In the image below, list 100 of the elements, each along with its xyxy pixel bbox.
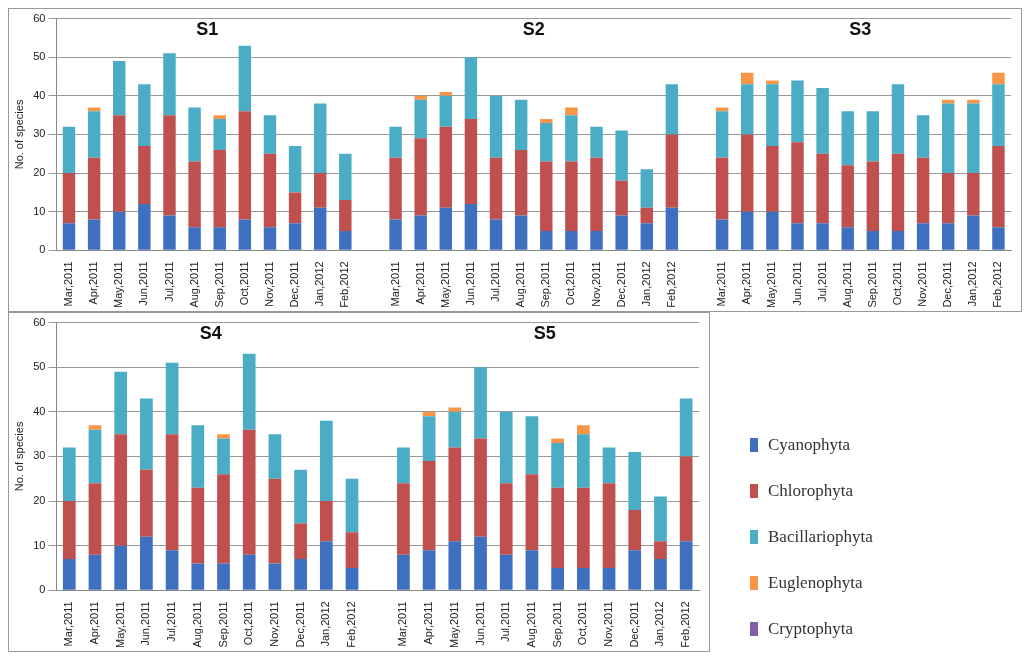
bar (615, 130, 628, 181)
bar (165, 434, 179, 551)
bar (268, 563, 282, 590)
x-tick-label: Dec,2011 (614, 261, 627, 308)
bar (288, 192, 302, 224)
bar (474, 536, 487, 590)
bar (967, 173, 980, 216)
x-tick-label: Apr,2011 (422, 601, 435, 645)
x-tick-label: Jan,2012 (313, 261, 326, 307)
x-tick-label: Apr,2011 (413, 261, 426, 305)
legend-label: Cryptophyta (768, 619, 853, 639)
x-tick-label: Dec,2011 (627, 601, 640, 648)
bar (439, 126, 453, 208)
x-tick-label: Apr,2011 (87, 261, 100, 305)
bar (941, 99, 955, 104)
x-tick-label: May,2011 (112, 261, 125, 309)
bar (565, 231, 578, 250)
bar (941, 103, 955, 174)
bar (188, 107, 201, 162)
bar (389, 219, 402, 250)
bar (474, 367, 487, 439)
bar (448, 447, 462, 542)
x-tick-label: Apr,2011 (740, 261, 753, 305)
bar (565, 107, 578, 116)
bar (525, 550, 539, 590)
bar (163, 115, 176, 216)
x-tick-label: Jul,2011 (499, 601, 512, 643)
x-tick-label: Jan,2012 (639, 261, 652, 307)
bar (654, 559, 667, 590)
bar (88, 483, 102, 555)
bar (313, 207, 327, 250)
x-tick-label: Dec,2011 (288, 261, 301, 308)
bar (464, 119, 478, 204)
bar (140, 469, 153, 537)
bar (941, 173, 955, 224)
bar (791, 80, 804, 143)
x-tick-label: Nov,2011 (602, 601, 615, 647)
bar (654, 541, 667, 560)
bar (113, 211, 126, 250)
bar (841, 111, 854, 166)
bar (140, 536, 153, 590)
bar (191, 425, 205, 488)
bar (88, 429, 102, 484)
bar (590, 157, 603, 232)
x-tick-label: Jun,2011 (790, 261, 803, 306)
annotation: S2 (522, 18, 545, 39)
y-tick-label: 20 (33, 166, 46, 179)
bar (866, 161, 880, 232)
bar (217, 563, 230, 590)
x-tick-label: Aug,2011 (187, 261, 200, 308)
x-tick-label: Oct,2011 (237, 261, 250, 306)
bar (665, 134, 679, 208)
bar (967, 215, 980, 250)
y-axis-title: No. of species (12, 99, 25, 170)
x-tick-label: Jul,2011 (489, 261, 502, 303)
bar (514, 215, 528, 250)
bar (525, 416, 539, 475)
x-tick-label: Nov,2011 (916, 261, 929, 307)
bar (916, 223, 930, 250)
bar (540, 119, 553, 123)
bar (217, 434, 230, 439)
legend-label: Bacillariophyta (768, 527, 873, 547)
bar (397, 447, 410, 484)
y-tick-label: 40 (33, 88, 46, 101)
bar (540, 122, 553, 162)
x-tick-label: May,2011 (447, 601, 460, 649)
bar (715, 107, 729, 112)
x-tick-label: Aug,2011 (524, 601, 537, 648)
bar (916, 115, 930, 158)
bar (294, 469, 307, 524)
bar (414, 138, 427, 216)
x-tick-label: Jan,2012 (966, 261, 979, 307)
bar (741, 211, 754, 250)
bar (640, 169, 653, 208)
bar (540, 231, 553, 250)
legend-label: Chlorophyta (768, 481, 853, 501)
bar (165, 362, 179, 435)
bar (766, 146, 779, 212)
bar (499, 554, 513, 590)
bar (397, 554, 410, 590)
bar (62, 447, 76, 502)
bar (448, 411, 462, 448)
bar (242, 429, 256, 555)
bar (87, 107, 101, 112)
bar (238, 111, 252, 220)
annotation: S1 (196, 18, 219, 39)
bar (679, 456, 693, 542)
x-tick-label: Nov,2011 (589, 261, 602, 307)
bar (62, 559, 76, 590)
x-tick-label: Mar,2011 (715, 261, 728, 307)
bar (138, 203, 151, 250)
bar (422, 550, 436, 590)
bar (389, 126, 402, 158)
bar (992, 146, 1005, 228)
bar (967, 99, 980, 104)
bar (551, 487, 564, 569)
bar (397, 483, 410, 555)
x-tick-label: Sep,2011 (550, 601, 563, 648)
bar (62, 173, 76, 224)
bar (439, 95, 453, 127)
